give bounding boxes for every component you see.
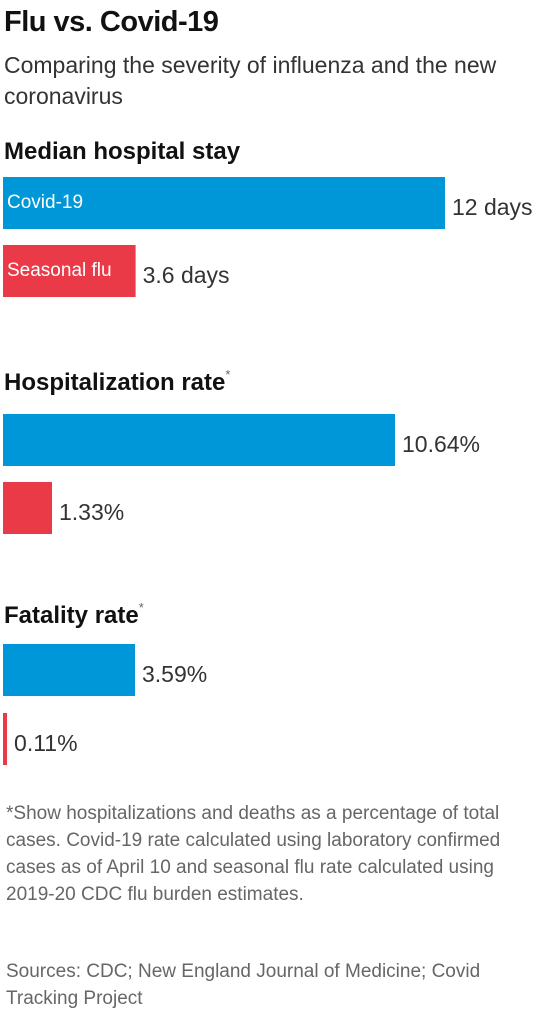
panel-title-text: Median hospital stay <box>4 138 241 165</box>
panel-title-hospitalization-rate: Hospitalization rate* <box>4 367 231 397</box>
panel-title-hospital-stay: Median hospital stay <box>4 138 240 166</box>
value-label: 3.6 days <box>143 262 230 288</box>
value-label: 3.59% <box>142 661 207 687</box>
bar-seasonal-flu <box>3 245 136 297</box>
panel-title-text: Hospitalization rate <box>4 369 226 396</box>
panel-title-text: Fatality rate <box>4 602 139 629</box>
bar-covid-19 <box>3 177 445 229</box>
sources-note: Sources: CDC; New England Journal of Med… <box>6 961 481 1009</box>
value-label: 0.11% <box>14 730 78 756</box>
bar-seasonal-flu <box>3 713 8 765</box>
bar-covid-19 <box>3 644 135 696</box>
bar-category-label: Seasonal flu <box>7 260 112 281</box>
panel-title-fatality-rate: Fatality rate* <box>4 600 144 630</box>
bar-category-label: Covid-19 <box>7 192 83 213</box>
bar-seasonal-flu <box>3 482 52 534</box>
chart-subtitle: Comparing the severity of influenza and … <box>4 52 497 109</box>
value-label: 1.33% <box>59 499 124 525</box>
footnote-marker: * <box>225 367 231 382</box>
footnote: *Show hospitalizations and deaths as a p… <box>6 803 501 905</box>
bar-covid-19 <box>3 414 395 466</box>
value-label: 10.64% <box>402 431 480 457</box>
chart-title: Flu vs. Covid-19 <box>4 6 219 38</box>
value-label: 12 days <box>452 194 533 220</box>
footnote-marker: * <box>138 600 144 615</box>
